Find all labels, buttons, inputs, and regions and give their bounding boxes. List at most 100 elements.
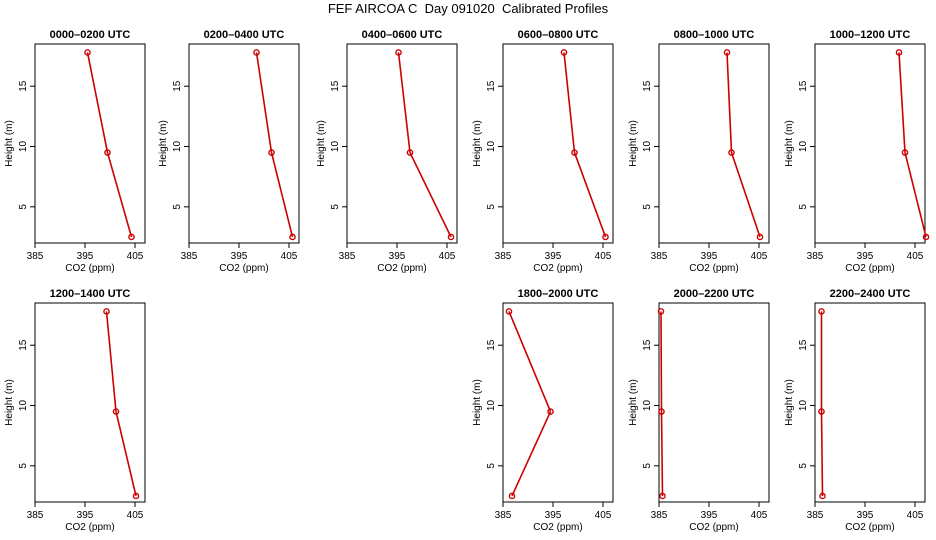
profile-line-segment [105,311,117,412]
y-tick-label: 15 [798,339,809,351]
data-point [508,492,516,500]
y-tick-label: 10 [642,141,653,153]
profile-line-segment [115,411,137,497]
data-point [659,492,666,500]
data-point [560,49,568,56]
y-axis-label: Height (m) [316,120,327,167]
y-axis-label: Height (m) [784,379,795,426]
y-tick-label: 5 [18,463,29,469]
profile-line-segment [904,152,927,238]
panel-title: 2200–2400 UTC [830,288,911,300]
data-point [395,49,402,56]
x-tick-label: 395 [389,251,406,262]
y-axis-label: Height (m) [4,120,15,167]
plot-frame [814,302,926,503]
data-point [723,49,731,56]
data-point [84,49,91,56]
x-tick-label: 395 [701,510,718,521]
y-tick-label: 5 [798,463,809,469]
x-axis-label: CO2 (ppm) [377,263,426,274]
panel-title: 0800–1000 UTC [674,29,755,41]
figure-title: FEF AIRCOA C Day 091020 Calibrated Profi… [327,1,609,16]
data-point [268,149,275,156]
x-axis-label: CO2 (ppm) [689,522,738,533]
y-axis-label: Height (m) [158,120,169,167]
profile-line-segment [573,152,607,238]
data-point [447,233,455,241]
x-axis-label: CO2 (ppm) [845,263,894,274]
y-tick-label: 15 [172,80,183,92]
y-tick-label: 5 [642,204,653,210]
y-tick-label: 5 [172,204,183,210]
profile-line-segment [255,52,273,153]
plot-frame [658,43,770,244]
y-tick-label: 10 [330,141,341,153]
y-tick-label: 5 [486,463,497,469]
y-tick-label: 10 [18,141,29,153]
data-point [547,408,554,415]
y-axis-label: Height (m) [784,120,795,167]
x-tick-label: 395 [545,510,562,521]
x-axis-label: CO2 (ppm) [219,263,268,274]
data-point [819,492,826,500]
panel-title: 0400–0600 UTC [362,29,443,41]
y-tick-label: 15 [18,339,29,351]
y-tick-label: 10 [798,141,809,153]
plot-frame [188,43,300,244]
x-tick-label: 385 [807,251,824,262]
y-tick-label: 15 [642,80,653,92]
y-tick-label: 15 [18,80,29,92]
panel-title: 1200–1400 UTC [50,288,131,300]
panel-title: 1800–2000 UTC [518,288,599,300]
y-tick-label: 5 [798,204,809,210]
data-point [657,308,665,315]
x-tick-label: 385 [27,510,44,521]
profile-line-segment [508,311,552,412]
x-tick-label: 405 [127,251,144,262]
y-tick-label: 10 [486,141,497,153]
plot-frame [814,43,926,244]
y-tick-label: 5 [642,463,653,469]
panel-title: 0600–0800 UTC [518,29,599,41]
panel-title: 0200–0400 UTC [204,29,285,41]
x-tick-label: 405 [751,251,768,262]
profile-line-segment [660,411,664,496]
data-point [658,408,665,415]
y-axis-label: Height (m) [472,379,483,426]
y-axis-label: Height (m) [628,120,639,167]
y-tick-label: 10 [172,141,183,153]
x-tick-label: 405 [751,510,768,521]
data-point [103,308,110,315]
x-axis-label: CO2 (ppm) [533,263,582,274]
profile-line-segment [898,52,906,153]
profile-line-segment [660,311,663,412]
x-tick-label: 385 [339,251,356,262]
profile-line-segment [397,52,411,153]
y-tick-label: 10 [18,400,29,412]
profile-line-segment [106,152,133,238]
x-tick-label: 405 [127,510,144,521]
data-point [602,233,609,241]
profile-line-segment [409,152,452,238]
y-tick-label: 5 [486,204,497,210]
plot-frame [502,302,614,503]
y-tick-label: 5 [330,204,341,210]
data-point [253,49,260,56]
y-tick-label: 10 [798,400,809,412]
data-point [895,49,903,56]
x-tick-label: 395 [545,251,562,262]
panel-title: 0000–0200 UTC [50,29,131,41]
x-tick-label: 395 [77,510,94,521]
x-tick-label: 395 [857,510,874,521]
profile-line-segment [511,411,552,497]
x-tick-label: 385 [651,251,668,262]
data-point [406,149,414,156]
data-point [132,492,140,500]
x-tick-label: 405 [907,510,924,521]
x-axis-label: CO2 (ppm) [689,263,738,274]
plot-frame [34,43,146,244]
plot-frame [502,43,614,244]
x-axis-label: CO2 (ppm) [845,522,894,533]
data-point [128,233,135,241]
profile-line-segment [730,152,761,238]
